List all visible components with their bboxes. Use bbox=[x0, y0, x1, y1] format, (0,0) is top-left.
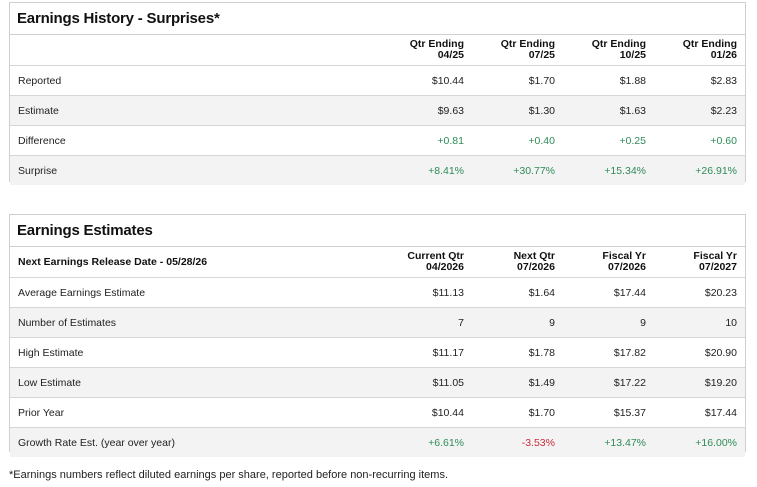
cell-value: 10 bbox=[654, 307, 745, 338]
column-header-line2: 01/26 bbox=[710, 49, 737, 61]
cell-value: -3.53% bbox=[472, 427, 563, 457]
earnings-history-panel: Earnings History - Surprises* Qtr Ending… bbox=[9, 2, 746, 185]
cell-value: +30.77% bbox=[472, 155, 563, 185]
cell-value: 9 bbox=[563, 307, 654, 338]
table-row: Number of Estimates 7 9 9 10 bbox=[10, 307, 745, 338]
cell-value: +13.47% bbox=[563, 427, 654, 457]
cell-value: $15.37 bbox=[563, 397, 654, 428]
column-header-line1: Current Qtr bbox=[407, 250, 464, 262]
column-header: Next Qtr 07/2026 bbox=[472, 247, 563, 278]
cell-value: $11.13 bbox=[381, 277, 472, 308]
cell-value: $17.82 bbox=[563, 337, 654, 368]
table-row: Average Earnings Estimate $11.13 $1.64 $17.… bbox=[10, 277, 745, 308]
cell-value: +6.61% bbox=[381, 427, 472, 457]
footnote: *Earnings numbers reflect diluted earnin… bbox=[9, 469, 449, 481]
next-release-date-label: Next Earnings Release Date - 05/28/26 bbox=[10, 247, 381, 278]
header-label bbox=[10, 35, 381, 66]
cell-value: $11.17 bbox=[381, 337, 472, 368]
cell-value: 7 bbox=[381, 307, 472, 338]
cell-value: $1.70 bbox=[472, 65, 563, 96]
column-header-line2: 10/25 bbox=[619, 49, 646, 61]
column-header: Qtr Ending 04/25 bbox=[381, 35, 472, 66]
column-header-line1: Fiscal Yr bbox=[602, 250, 646, 262]
row-label: Average Earnings Estimate bbox=[10, 277, 381, 308]
cell-value: $10.44 bbox=[381, 65, 472, 96]
cell-value: +8.41% bbox=[381, 155, 472, 185]
row-label: Growth Rate Est. (year over year) bbox=[10, 427, 381, 457]
table-row: Difference +0.81 +0.40 +0.25 +0.60 bbox=[10, 125, 745, 156]
column-header: Qtr Ending 01/26 bbox=[654, 35, 745, 66]
column-header-line1: Qtr Ending bbox=[682, 38, 737, 50]
cell-value: +0.81 bbox=[381, 125, 472, 156]
column-header-line2: 07/2027 bbox=[699, 261, 737, 273]
cell-value: +0.60 bbox=[654, 125, 745, 156]
cell-value: +0.40 bbox=[472, 125, 563, 156]
column-header: Qtr Ending 07/25 bbox=[472, 35, 563, 66]
cell-value: 9 bbox=[472, 307, 563, 338]
cell-value: $10.44 bbox=[381, 397, 472, 428]
cell-value: +0.25 bbox=[563, 125, 654, 156]
row-label: High Estimate bbox=[10, 337, 381, 368]
table-row: Estimate $9.63 $1.30 $1.63 $2.23 bbox=[10, 95, 745, 126]
table-header-row: Qtr Ending 04/25 Qtr Ending 07/25 Qtr Ending… bbox=[10, 35, 745, 66]
row-label: Reported bbox=[10, 65, 381, 96]
column-header-line1: Next Qtr bbox=[513, 250, 555, 262]
cell-value: $1.64 bbox=[472, 277, 563, 308]
column-header-line2: 07/2026 bbox=[608, 261, 646, 273]
row-label: Estimate bbox=[10, 95, 381, 126]
cell-value: +16.00% bbox=[654, 427, 745, 457]
column-header-line2: 07/2026 bbox=[517, 261, 555, 273]
row-label: Difference bbox=[10, 125, 381, 156]
cell-value: $2.23 bbox=[654, 95, 745, 126]
column-header-line1: Fiscal Yr bbox=[693, 250, 737, 262]
row-label: Number of Estimates bbox=[10, 307, 381, 338]
cell-value: $11.05 bbox=[381, 367, 472, 398]
column-header-line2: 07/25 bbox=[528, 49, 555, 61]
column-header-line1: Qtr Ending bbox=[500, 38, 555, 50]
table-row: High Estimate $11.17 $1.78 $17.82 $20.90 bbox=[10, 337, 745, 368]
column-header-line1: Qtr Ending bbox=[409, 38, 464, 50]
earnings-history-title: Earnings History - Surprises* bbox=[10, 3, 745, 35]
table-row: Prior Year $10.44 $1.70 $15.37 $17.44 bbox=[10, 397, 745, 428]
row-label: Low Estimate bbox=[10, 367, 381, 398]
row-label: Prior Year bbox=[10, 397, 381, 428]
row-label: Surprise bbox=[10, 155, 381, 185]
table-row: Low Estimate $11.05 $1.49 $17.22 $19.20 bbox=[10, 367, 745, 398]
table-row: Reported $10.44 $1.70 $1.88 $2.83 bbox=[10, 65, 745, 96]
column-header: Fiscal Yr 07/2027 bbox=[654, 247, 745, 278]
earnings-history-table: Qtr Ending 04/25 Qtr Ending 07/25 Qtr Ending… bbox=[10, 35, 745, 185]
cell-value: +15.34% bbox=[563, 155, 654, 185]
column-header-line1: Qtr Ending bbox=[591, 38, 646, 50]
cell-value: $20.23 bbox=[654, 277, 745, 308]
column-header-line2: 04/2026 bbox=[426, 261, 464, 273]
cell-value: $1.49 bbox=[472, 367, 563, 398]
cell-value: +26.91% bbox=[654, 155, 745, 185]
table-header-row: Next Earnings Release Date - 05/28/26 Cur… bbox=[10, 247, 745, 278]
column-header-line2: 04/25 bbox=[437, 49, 464, 61]
cell-value: $9.63 bbox=[381, 95, 472, 126]
table-row: Surprise +8.41% +30.77% +15.34% +26.91% bbox=[10, 155, 745, 185]
cell-value: $17.22 bbox=[563, 367, 654, 398]
cell-value: $1.70 bbox=[472, 397, 563, 428]
cell-value: $19.20 bbox=[654, 367, 745, 398]
column-header: Fiscal Yr 07/2026 bbox=[563, 247, 654, 278]
earnings-estimates-table: Next Earnings Release Date - 05/28/26 Cur… bbox=[10, 247, 745, 457]
earnings-estimates-title: Earnings Estimates bbox=[10, 215, 745, 247]
column-header: Current Qtr 04/2026 bbox=[381, 247, 472, 278]
cell-value: $1.78 bbox=[472, 337, 563, 368]
cell-value: $20.90 bbox=[654, 337, 745, 368]
cell-value: $2.83 bbox=[654, 65, 745, 96]
cell-value: $1.63 bbox=[563, 95, 654, 126]
cell-value: $17.44 bbox=[654, 397, 745, 428]
cell-value: $1.88 bbox=[563, 65, 654, 96]
cell-value: $1.30 bbox=[472, 95, 563, 126]
table-row: Growth Rate Est. (year over year) +6.61% -… bbox=[10, 427, 745, 457]
column-header: Qtr Ending 10/25 bbox=[563, 35, 654, 66]
earnings-estimates-panel: Earnings Estimates Next Earnings Release… bbox=[9, 214, 746, 457]
cell-value: $17.44 bbox=[563, 277, 654, 308]
